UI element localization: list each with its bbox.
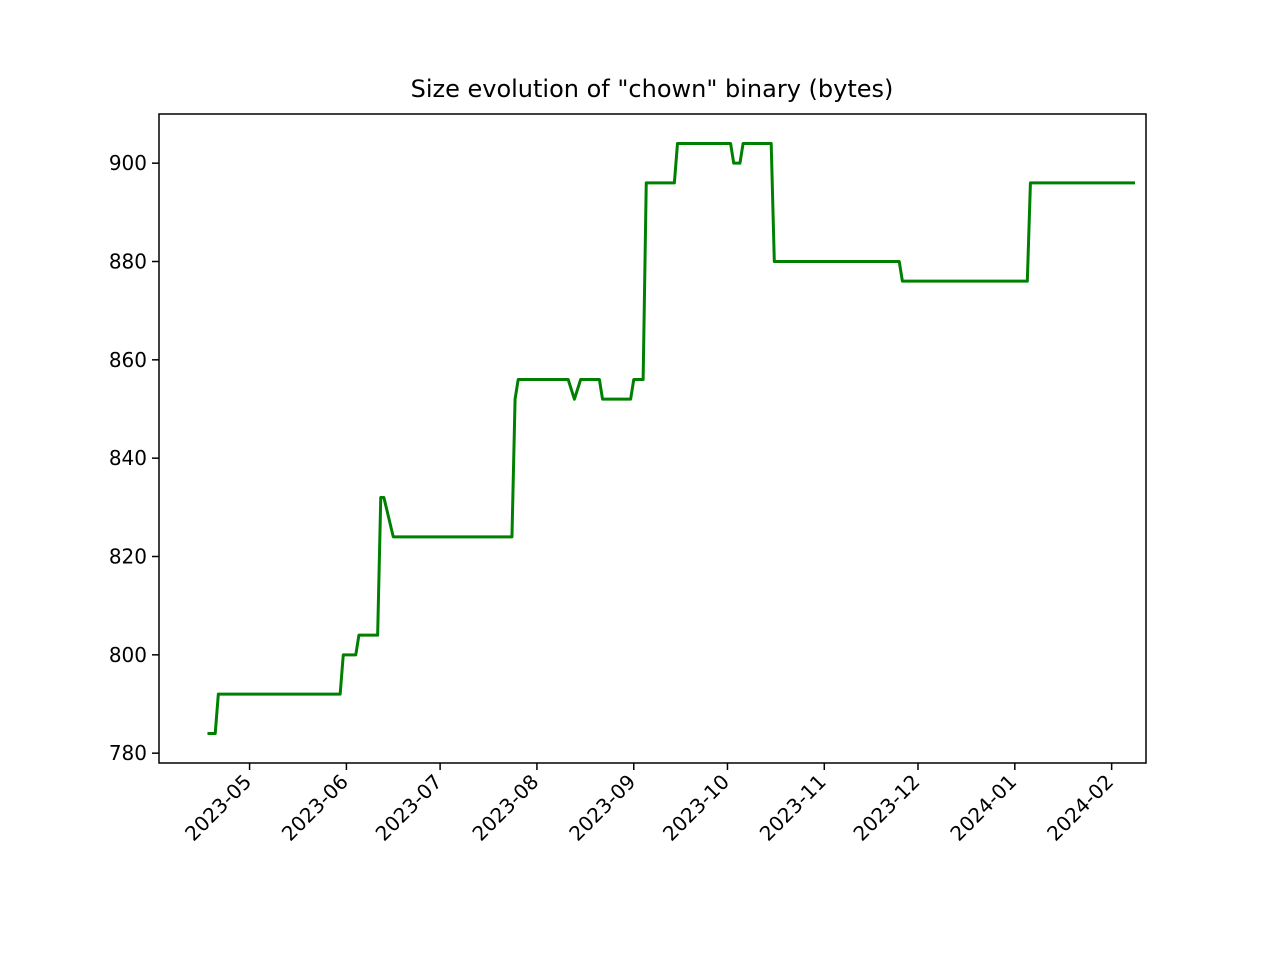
y-tick-label: 900 bbox=[109, 151, 147, 175]
x-tick-label: 2023-10 bbox=[658, 770, 734, 846]
y-tick-label: 840 bbox=[109, 446, 147, 470]
y-tick-label: 780 bbox=[109, 741, 147, 765]
chart-title: Size evolution of "chown" binary (bytes) bbox=[411, 75, 894, 103]
series-line-0 bbox=[207, 142, 1136, 735]
y-tick-label: 800 bbox=[109, 643, 147, 667]
y-tick-label: 880 bbox=[109, 250, 147, 274]
x-tick-label: 2024-01 bbox=[945, 770, 1021, 846]
y-tick-label: 860 bbox=[109, 348, 147, 372]
x-tick-label: 2023-12 bbox=[848, 770, 924, 846]
y-tick-label: 820 bbox=[109, 545, 147, 569]
x-tick-label: 2023-09 bbox=[564, 770, 640, 846]
plot-frame bbox=[158, 113, 1147, 764]
x-tick-label: 2023-05 bbox=[180, 770, 256, 846]
x-tick-label: 2024-02 bbox=[1042, 770, 1118, 846]
x-tick-label: 2023-06 bbox=[277, 770, 353, 846]
plot-area bbox=[207, 142, 1136, 735]
x-tick-label: 2023-07 bbox=[371, 770, 447, 846]
x-tick-label: 2023-11 bbox=[755, 770, 831, 846]
x-tick-label: 2023-08 bbox=[467, 770, 543, 846]
